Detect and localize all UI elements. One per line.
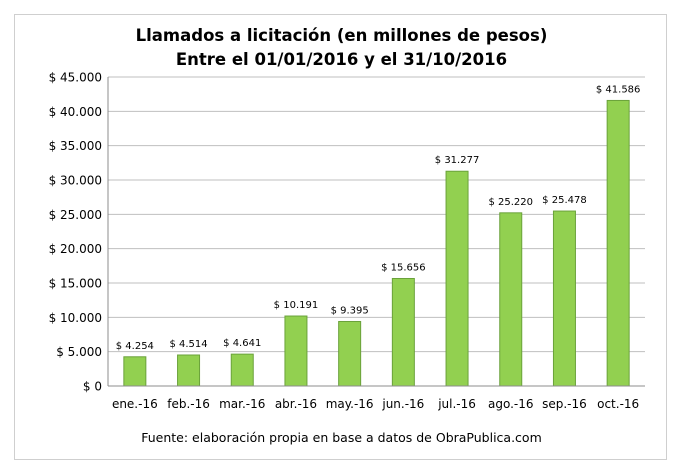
data-label: $ 15.656 [381, 262, 426, 273]
axes: $ 0 $ 5.000 $ 10.000 $ 15.000 $ 20.000 $ 25.0… [49, 71, 645, 411]
bar [552, 210, 576, 387]
data-label: $ 25.478 [542, 195, 587, 206]
bar [177, 354, 201, 387]
chart-footer: Fuente: elaboración propia en base a dat… [141, 430, 542, 445]
x-tick-label: feb.-16 [167, 397, 210, 411]
bar [445, 170, 469, 387]
data-label: $ 10.191 [274, 300, 319, 311]
x-tick-label: jul.-16 [437, 397, 476, 411]
bar [606, 99, 630, 387]
y-tick-label: $ 45.000 [49, 71, 102, 85]
x-tick-label: mar.-16 [219, 397, 265, 411]
x-tick-label: ago.-16 [488, 397, 534, 411]
y-tick-label: $ 5.000 [56, 345, 102, 359]
bar [123, 356, 147, 387]
data-label: $ 25.220 [488, 197, 533, 208]
data-label: $ 31.277 [435, 155, 480, 166]
y-tick-label: $ 40.000 [49, 105, 102, 119]
x-tick-label: sep.-16 [542, 397, 587, 411]
y-tick-label: $ 35.000 [49, 139, 102, 153]
y-tick-label: $ 15.000 [49, 277, 102, 291]
y-tick-label: $ 20.000 [49, 242, 102, 256]
x-tick-label: may.-16 [326, 397, 374, 411]
data-label: $ 4.254 [116, 341, 154, 352]
y-tick-label: $ 25.000 [49, 208, 102, 222]
data-label: $ 9.395 [331, 305, 369, 316]
data-label: $ 4.514 [169, 339, 207, 350]
chart-subtitle: Entre el 01/01/2016 y el 31/10/2016 [175, 50, 508, 69]
chart-title: Llamados a licitación (en millones de pe… [135, 26, 548, 45]
bar [284, 315, 308, 387]
y-tick-label: $ 0 [83, 380, 102, 394]
x-tick-label: jun.-16 [381, 397, 424, 411]
x-tick-label: oct.-16 [597, 397, 639, 411]
y-tick-label: $ 10.000 [49, 311, 102, 325]
x-tick-label: ene.-16 [112, 397, 158, 411]
data-label: $ 4.641 [223, 338, 261, 349]
x-tick-label: abr.-16 [275, 397, 317, 411]
bar [230, 353, 254, 387]
bar [338, 320, 362, 387]
y-tick-label: $ 30.000 [49, 174, 102, 188]
data-label: $ 41.586 [596, 84, 641, 95]
bars: $ 4.254 $ 4.514 $ 4.641 $ 10.191 $ 9.395 $ 15… [116, 84, 641, 387]
bar [499, 212, 523, 387]
bar [391, 277, 415, 387]
